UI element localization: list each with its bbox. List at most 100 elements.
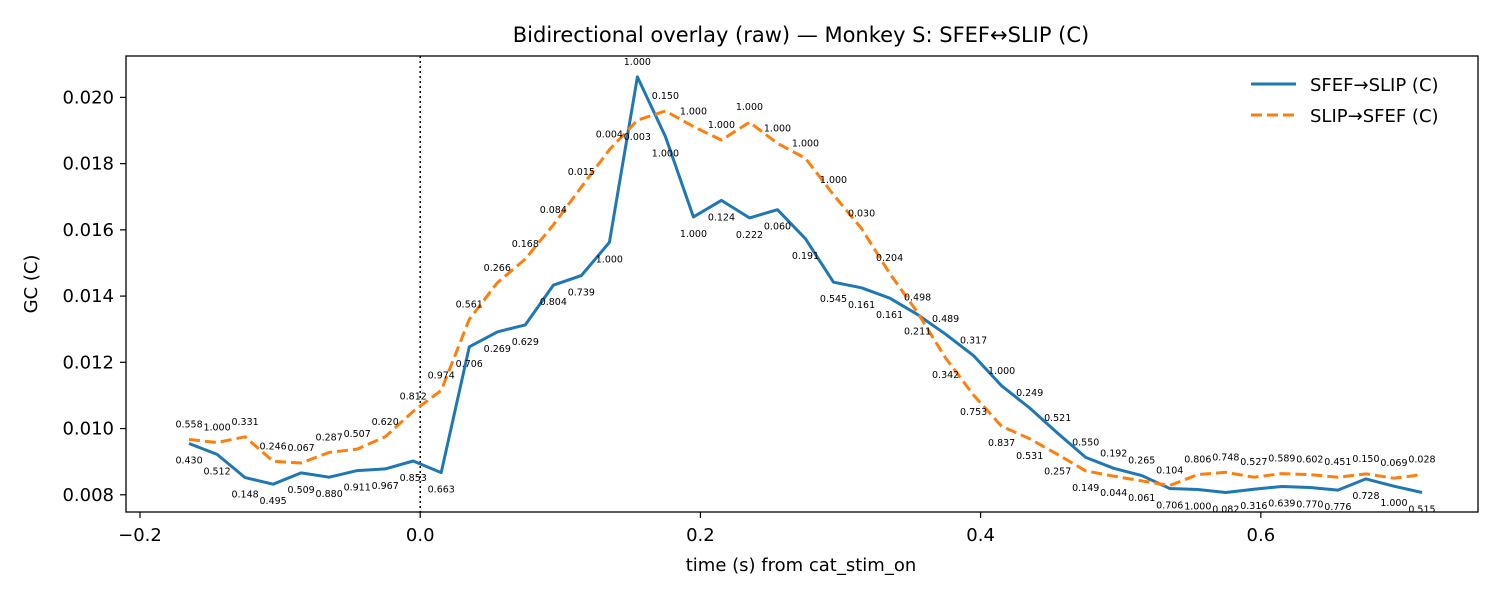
point-label-s1: 1.000 xyxy=(596,254,623,265)
point-label-s2: 0.204 xyxy=(876,253,903,264)
series-line-1 xyxy=(188,75,1423,494)
point-label-s1: 0.191 xyxy=(792,251,819,262)
x-axis-label: time (s) from cat_stim_on xyxy=(686,555,917,576)
point-label-s2: 1.000 xyxy=(792,138,819,149)
y-tick-label: 0.020 xyxy=(62,87,114,108)
chart-title: Bidirectional overlay (raw) — Monkey S: … xyxy=(513,23,1089,47)
point-label-s2: 1.000 xyxy=(680,107,707,118)
point-label-s1: 0.770 xyxy=(1296,499,1323,510)
point-label-s2: 0.558 xyxy=(175,419,202,430)
point-label-s1: 0.489 xyxy=(932,314,959,325)
x-tick-label: −0.2 xyxy=(118,525,162,546)
y-tick-label: 0.010 xyxy=(62,419,114,440)
point-label-s1: 0.776 xyxy=(1324,502,1351,513)
point-label-s1: 0.430 xyxy=(175,455,202,466)
point-label-s2: 0.507 xyxy=(344,429,371,440)
point-label-s1: 0.706 xyxy=(456,359,483,370)
point-label-s1: 0.706 xyxy=(1156,500,1183,511)
point-label-s1: 0.639 xyxy=(1268,499,1295,510)
legend-label-2: SLIP→SFEF (C) xyxy=(1310,106,1439,127)
point-label-s2: 0.150 xyxy=(652,91,679,102)
point-label-s1: 0.629 xyxy=(512,337,539,348)
point-label-s2: 0.061 xyxy=(1128,493,1155,504)
point-label-s1: 0.853 xyxy=(400,473,427,484)
point-label-s1: 0.515 xyxy=(1408,504,1435,515)
y-tick-label: 0.012 xyxy=(62,352,114,373)
point-label-s2: 0.451 xyxy=(1324,457,1351,468)
point-label-s2: 0.069 xyxy=(1380,458,1407,469)
point-label-s1: 0.880 xyxy=(316,489,343,500)
point-label-s1: 0.739 xyxy=(568,288,595,299)
point-label-s2: 0.028 xyxy=(1408,455,1435,466)
x-tick-label: 0.4 xyxy=(966,525,995,546)
point-label-s2: 0.589 xyxy=(1268,454,1295,465)
y-tick-label: 0.014 xyxy=(62,286,114,307)
series-line-2 xyxy=(188,109,1423,487)
point-label-s1: 1.000 xyxy=(1380,498,1407,509)
point-label-s1: 0.512 xyxy=(203,466,230,477)
point-label-s1: 0.265 xyxy=(1128,456,1155,467)
point-label-s1: 0.269 xyxy=(484,344,511,355)
point-label-s2: 0.806 xyxy=(1184,455,1211,466)
point-label-s1: 1.000 xyxy=(624,57,651,68)
point-label-s1: 0.545 xyxy=(820,294,847,305)
x-tick-label: 0.6 xyxy=(1247,525,1276,546)
point-label-s1: 0.911 xyxy=(344,483,371,494)
point-label-s2: 0.150 xyxy=(1352,454,1379,465)
point-label-s2: 0.246 xyxy=(260,441,287,452)
point-label-s2: 0.067 xyxy=(288,443,315,454)
point-label-s1: 0.967 xyxy=(372,481,399,492)
point-label-s2: 0.748 xyxy=(1212,452,1239,463)
point-label-s2: 0.257 xyxy=(1044,466,1071,477)
legend: SFEF→SLIP (C) SLIP→SFEF (C) xyxy=(1251,75,1439,127)
point-label-s2: 0.561 xyxy=(456,299,483,310)
point-label-s2: 0.104 xyxy=(1156,466,1183,477)
point-label-s1: 0.192 xyxy=(1100,448,1127,459)
point-label-s1: 0.060 xyxy=(764,222,791,233)
point-label-s2: 0.266 xyxy=(484,263,511,274)
point-label-s2: 1.000 xyxy=(708,120,735,131)
point-label-s1: 0.222 xyxy=(736,230,763,241)
point-label-s1: 0.495 xyxy=(260,496,287,507)
point-label-s2: 0.044 xyxy=(1100,488,1127,499)
point-label-s2: 0.287 xyxy=(316,432,343,443)
y-tick-label: 0.008 xyxy=(62,485,114,506)
point-label-s2: 0.149 xyxy=(1072,483,1099,494)
point-label-s1: 1.000 xyxy=(652,148,679,159)
point-label-s1: 1.000 xyxy=(1184,501,1211,512)
point-label-s1: 0.728 xyxy=(1352,491,1379,502)
point-label-s2: 0.331 xyxy=(231,417,258,428)
point-label-s2: 0.602 xyxy=(1296,455,1323,466)
point-label-s1: 0.148 xyxy=(231,490,258,501)
point-label-s2: 0.015 xyxy=(568,167,595,178)
y-tick-label: 0.016 xyxy=(62,220,114,241)
point-label-s2: 0.531 xyxy=(1016,451,1043,462)
y-tick-label: 0.018 xyxy=(62,154,114,175)
point-label-s1: 0.161 xyxy=(848,300,875,311)
point-label-s2: 0.030 xyxy=(848,209,875,220)
point-label-s1: 0.663 xyxy=(428,485,455,496)
point-label-s1: 0.316 xyxy=(1240,501,1267,512)
point-label-s2: 1.000 xyxy=(764,123,791,134)
point-label-s2: 0.004 xyxy=(596,130,623,141)
point-label-s2: 0.753 xyxy=(960,407,987,418)
axes-frame xyxy=(125,55,1479,513)
point-label-s1: 0.082 xyxy=(1212,504,1239,515)
point-label-s2: 0.527 xyxy=(1240,457,1267,468)
point-label-s1: 0.521 xyxy=(1044,413,1071,424)
point-label-s2: 0.812 xyxy=(400,391,427,402)
x-tick-label: 0.0 xyxy=(406,525,435,546)
point-label-s2: 0.084 xyxy=(540,205,567,216)
point-label-s2: 0.342 xyxy=(932,370,959,381)
legend-label-1: SFEF→SLIP (C) xyxy=(1310,75,1439,96)
point-label-s1: 0.161 xyxy=(876,310,903,321)
point-label-s2: 1.000 xyxy=(736,102,763,113)
point-label-s1: 1.000 xyxy=(680,229,707,240)
point-label-s1: 0.249 xyxy=(1016,388,1043,399)
point-label-s1: 0.550 xyxy=(1072,437,1099,448)
y-axis-label: GC (C) xyxy=(21,255,42,314)
point-label-s1: 0.124 xyxy=(708,212,735,223)
point-label-s1: 0.804 xyxy=(540,297,567,308)
point-label-s1: 1.000 xyxy=(988,366,1015,377)
